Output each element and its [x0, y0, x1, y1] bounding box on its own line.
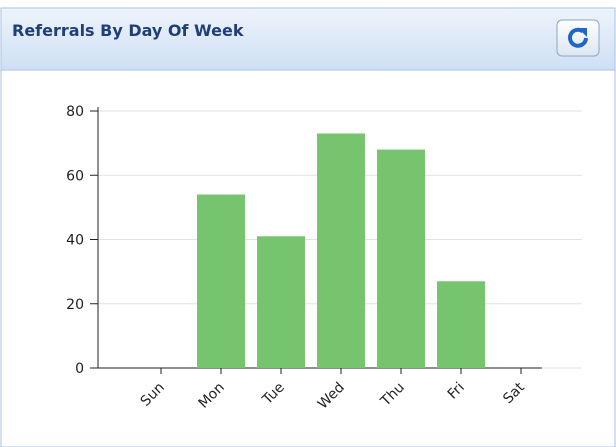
- bar: [197, 194, 245, 368]
- y-tick-label: 60: [66, 168, 84, 184]
- y-tick-label: 40: [66, 233, 84, 249]
- widget-title: Referrals By Day Of Week: [12, 21, 244, 40]
- y-tick-label: 20: [66, 297, 84, 313]
- y-tick-label: 0: [75, 361, 84, 377]
- header: [0, 7, 616, 71]
- y-tick-label: 80: [66, 104, 84, 120]
- bar: [437, 281, 485, 368]
- panel: [0, 7, 616, 447]
- bar: [377, 149, 425, 368]
- refresh-button[interactable]: [556, 19, 600, 57]
- bar: [257, 236, 305, 368]
- bar: [317, 133, 365, 368]
